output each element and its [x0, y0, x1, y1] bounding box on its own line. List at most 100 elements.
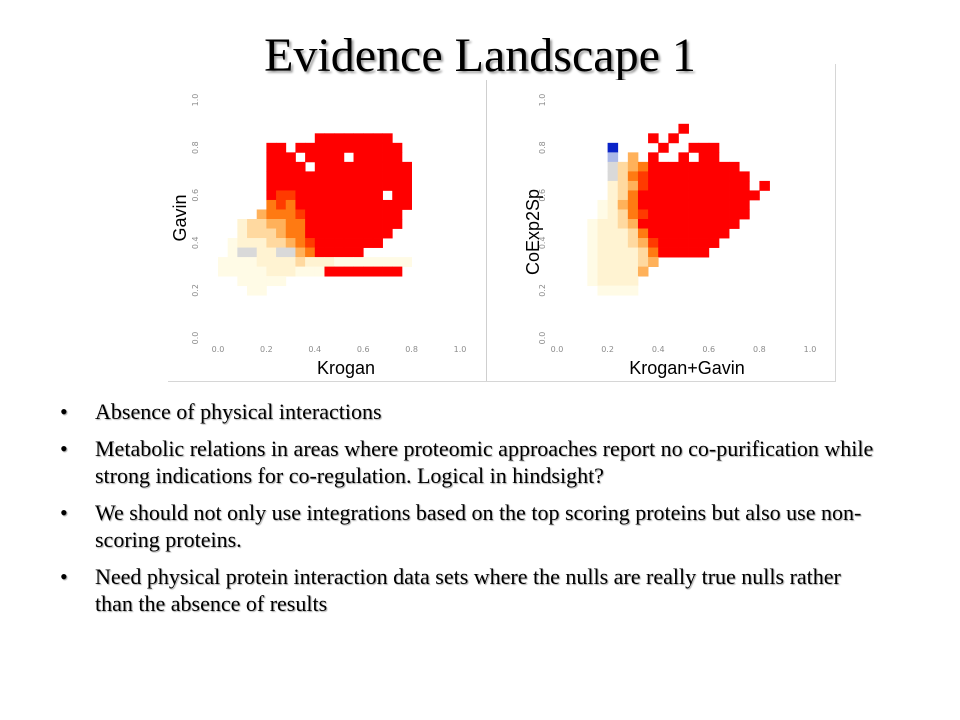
heatmap-cell [256, 276, 267, 287]
heatmap-cell [729, 190, 740, 201]
heatmap-cell [718, 180, 730, 191]
heatmap-cell [617, 238, 629, 248]
heatmap-cell [256, 228, 267, 239]
heatmap-cell [678, 152, 689, 163]
heatmap-cell [688, 190, 700, 201]
x-axis-label: Krogan+Gavin [629, 358, 745, 378]
heatmap-cell [637, 171, 649, 182]
heatmap-cell [266, 180, 277, 191]
heatmap-cell [739, 171, 750, 182]
bullet-text: Absence of physical interactions [95, 399, 382, 424]
heatmap-cell [688, 219, 700, 229]
heatmap-cell [372, 257, 383, 267]
heatmap-cell [276, 180, 287, 191]
heatmap-cell [353, 142, 364, 153]
heatmap-cell [324, 209, 335, 220]
heatmap-cell [227, 247, 238, 258]
heatmap-cell [295, 161, 306, 172]
heatmap-cell [749, 190, 760, 201]
heatmap-cell [334, 209, 345, 220]
heatmap-cell [648, 228, 659, 239]
heatmap-cell [285, 238, 296, 248]
heatmap-cell [314, 238, 325, 248]
heatmap-cell [218, 266, 229, 277]
heatmap-cell [363, 190, 374, 201]
heatmap-cell [305, 219, 316, 229]
heatmap-cell [658, 247, 669, 258]
heatmap-cell [285, 199, 296, 210]
heatmap-cell [607, 219, 619, 229]
heatmap-cell [372, 180, 383, 191]
x-tick-label: 0.6 [702, 345, 715, 354]
heatmap-cell [276, 247, 287, 258]
y-tick-label: 0.8 [191, 141, 200, 154]
heatmap-cell [678, 190, 689, 201]
heatmap-cell [305, 142, 316, 153]
bullet-dot: • [60, 564, 68, 589]
heatmap-cell [392, 266, 403, 277]
heatmap-cell [343, 228, 354, 239]
heatmap-cell [627, 199, 639, 210]
heatmap-cell [334, 190, 345, 201]
heatmap-cell [324, 266, 335, 277]
y-tick-label: 0.2 [538, 284, 547, 297]
heatmap-cell [607, 171, 619, 182]
heatmap-cell [678, 199, 689, 210]
heatmap-cell [295, 180, 306, 191]
heatmap-cell [708, 209, 720, 220]
heatmap-cell [627, 219, 639, 229]
heatmap-cell [658, 199, 669, 210]
heatmap-cell [708, 171, 720, 182]
heatmap-cell [607, 209, 619, 220]
heatmap-cell [617, 209, 629, 220]
heatmap-cell [688, 180, 700, 191]
heatmap-cell [343, 142, 354, 153]
heatmap-cell [343, 199, 354, 210]
heatmap-cell [392, 190, 403, 201]
heatmap-cell [392, 152, 403, 163]
heatmap-cell [256, 209, 267, 220]
heatmap-cell [627, 285, 639, 296]
heatmap-cell [708, 238, 720, 248]
heatmap-cell [276, 209, 287, 220]
heatmap-cell [285, 219, 296, 229]
heatmap-cell [688, 142, 700, 153]
heatmap-cell [295, 171, 306, 182]
heatmap-cell [617, 190, 629, 201]
heatmap-cell [237, 219, 248, 229]
heatmap-cell [372, 152, 383, 163]
heatmap-cell [648, 257, 659, 267]
heatmap-cell [597, 238, 608, 248]
heatmap-cell [668, 180, 679, 191]
heatmap-cell [247, 266, 258, 277]
heatmap-cell [372, 266, 383, 277]
heatmap-cell [295, 228, 306, 239]
x-axis-label: Krogan [317, 358, 375, 378]
heatmap-cell [343, 190, 354, 201]
heatmap-cell [314, 161, 325, 172]
heatmap-cell [648, 190, 659, 201]
heatmap-cell [698, 199, 710, 210]
heatmap-cell [668, 247, 679, 258]
heatmap-right: 0.0 0.2 0.4 0.6 0.8 1.0 0.0 0.2 0.4 0.6 0.8 1.0 Krog… [487, 80, 835, 382]
heatmap-cell [607, 190, 619, 201]
heatmap-cell [237, 276, 248, 287]
heatmap-cell [708, 180, 720, 191]
x-tick-label: 0.0 [212, 345, 225, 354]
heatmap-cell [401, 257, 412, 267]
heatmap-cell [363, 133, 374, 144]
heatmap-cell [247, 219, 258, 229]
heatmap-cell [334, 257, 345, 267]
heatmap-cell [698, 247, 710, 258]
heatmap-cell [372, 228, 383, 239]
x-tick-label: 0.8 [405, 345, 418, 354]
heatmap-cell [363, 199, 374, 210]
heatmap-cell [597, 266, 608, 277]
bullet-item: • Metabolic relations in areas where prot… [58, 435, 878, 489]
heatmap-cell [295, 142, 306, 153]
heatmap-cell [305, 152, 316, 163]
y-tick-label: 0.6 [191, 189, 200, 202]
heatmap-cell [392, 219, 403, 229]
heatmap-cell [392, 180, 403, 191]
heatmap-cell [698, 152, 710, 163]
